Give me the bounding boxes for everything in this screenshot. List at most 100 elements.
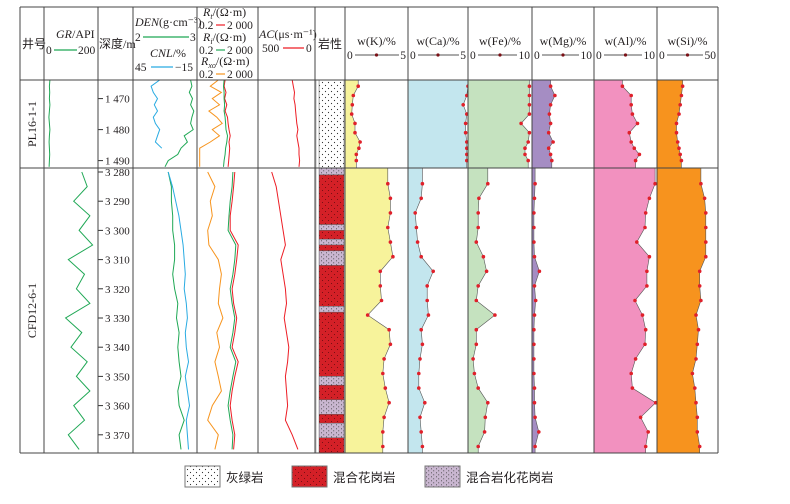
lithology-migmatitic-granite <box>318 230 345 240</box>
data-point-al <box>643 342 647 347</box>
data-point-mg <box>532 284 537 288</box>
data-point-ca <box>419 196 424 201</box>
data-point-fe <box>523 146 527 150</box>
data-point-si <box>674 130 679 135</box>
data-point-k <box>378 284 383 288</box>
data-point-k <box>354 158 359 163</box>
data-point-fe <box>474 327 479 332</box>
element-fill-ca <box>407 79 469 169</box>
header-cnl: CNL/% <box>150 46 186 60</box>
element-fill-mg <box>531 167 540 454</box>
element-fill-al <box>593 79 640 169</box>
data-point-si <box>675 140 680 144</box>
data-point-ca <box>413 211 418 215</box>
depth-tick-label: 1 490 <box>105 156 130 168</box>
element-scale-max: 10 <box>581 50 593 62</box>
data-point-fe <box>482 430 487 434</box>
depth-tick-label: 3 350 <box>105 371 130 383</box>
data-point-mg <box>532 240 536 244</box>
data-point-fe <box>474 298 479 303</box>
data-point-mg <box>532 196 537 201</box>
rxo-curve-cfd12-6-1 <box>207 171 224 450</box>
data-point-si <box>704 225 708 230</box>
element-scale-min: 0 <box>347 50 353 62</box>
data-point-fe <box>477 196 481 201</box>
header-gr: GR/API <box>56 27 95 41</box>
data-point-k <box>379 298 384 303</box>
legend-swatch-migmatitic-granite <box>291 465 328 488</box>
lithology-migmatized-granite <box>318 224 345 231</box>
lithology-greenstone <box>318 79 345 169</box>
data-point-fe <box>481 254 486 259</box>
cnl-scale-min: 45 <box>135 62 147 74</box>
header-ac: AC(μs·m⁻¹) <box>258 27 317 41</box>
data-point-al <box>632 146 637 150</box>
data-point-si <box>677 146 681 150</box>
data-point-ca <box>463 121 468 126</box>
depth-tick-label: 1 470 <box>105 94 130 106</box>
data-point-k <box>383 386 388 390</box>
data-point-al <box>633 298 637 303</box>
data-point-mg <box>533 298 538 303</box>
data-point-mg <box>533 181 537 186</box>
data-point-al <box>643 444 648 449</box>
ac-scale-min: 500 <box>262 43 280 55</box>
lithology-migmatitic-granite <box>318 174 345 225</box>
rt-scale-max: 2 000 <box>227 20 253 32</box>
data-point-al <box>627 130 632 135</box>
element-scale-max: 10 <box>519 50 531 62</box>
header-lithology: 岩性 <box>318 36 342 51</box>
lithology-edge-strip <box>315 167 320 454</box>
data-point-fe <box>486 400 490 405</box>
plot-area: PL16-1-1 1 470 1 480 1 490 CFD12-6-1 3 280 3 2… <box>25 79 708 454</box>
cnl-scale-max: −15 <box>175 62 193 74</box>
element-scale-max: 5 <box>460 50 466 62</box>
data-point-al <box>633 357 638 361</box>
data-point-ca <box>420 342 425 347</box>
rxo-scale-min: 0.2 <box>199 69 214 81</box>
den-scale-min: 2 <box>135 32 141 44</box>
data-point-ca <box>419 254 424 259</box>
gr-curve-pl16-1-1 <box>48 79 51 167</box>
data-point-fe <box>493 313 497 317</box>
well-name: CFD12-6-1 <box>25 283 39 338</box>
data-point-ca <box>418 357 422 361</box>
data-point-al <box>643 327 648 332</box>
element-scale-max: 10 <box>644 50 656 62</box>
element-fill-si <box>656 167 707 454</box>
data-point-si <box>674 121 679 126</box>
element-legend-point <box>436 53 440 57</box>
header-element-si: w(Si)/% <box>668 34 708 48</box>
data-point-si <box>697 269 702 274</box>
data-point-fe <box>527 112 532 116</box>
data-point-si <box>694 313 698 317</box>
element-fill-k <box>344 167 394 454</box>
data-point-k <box>382 415 386 420</box>
data-point-mg <box>532 357 536 361</box>
data-point-al <box>643 225 647 230</box>
data-point-fe <box>519 121 523 126</box>
data-point-k <box>388 342 393 347</box>
data-point-k <box>391 254 395 259</box>
element-scale-min: 0 <box>470 50 476 62</box>
den-curve-cfd12-6-1 <box>167 171 185 450</box>
data-point-al <box>645 284 649 288</box>
rt-curve-cfd12-6-1 <box>229 171 239 450</box>
lithology-migmatized-granite <box>318 238 345 246</box>
data-point-mg <box>551 140 555 144</box>
data-point-ca <box>463 130 468 135</box>
element-legend-point <box>374 53 379 57</box>
data-point-si <box>677 112 681 116</box>
data-point-mg <box>537 269 542 274</box>
data-point-k <box>387 400 391 405</box>
data-point-mg <box>548 103 553 107</box>
element-fill-fe <box>467 167 496 454</box>
lithology-edge-strip <box>315 79 320 169</box>
data-point-fe <box>474 240 479 244</box>
data-point-si <box>680 84 685 88</box>
data-point-ca <box>417 386 421 390</box>
data-point-mg <box>532 313 537 317</box>
header-ri: Ri/(Ω·m) <box>202 30 246 46</box>
element-scale-min: 0 <box>659 50 665 62</box>
ac-scale-max: 0 <box>306 43 312 55</box>
